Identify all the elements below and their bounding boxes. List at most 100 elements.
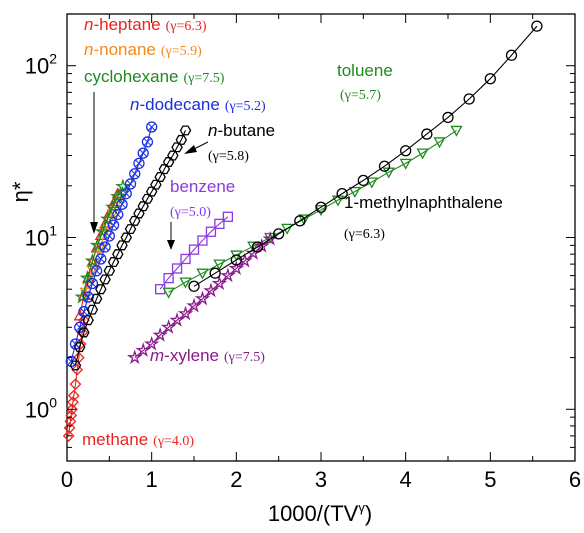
data-point (99, 241, 111, 253)
x-axis-title-sup: γ (358, 500, 365, 515)
label-n-dodecane: n-dodecane (γ=5.2) (130, 95, 266, 114)
x-tick-label: 0 (61, 467, 73, 492)
data-point-cross (80, 307, 88, 316)
data-point-ring (129, 168, 141, 180)
label-benzene: benzene (γ=5.0) (170, 177, 235, 220)
y-tick-exp: 0 (49, 394, 57, 410)
data-point (196, 268, 209, 280)
data-point (162, 287, 175, 299)
label-cyclohexane: cyclohexane (γ=7.5) (84, 67, 225, 86)
data-point (107, 257, 120, 267)
data-point (62, 429, 75, 442)
data-point (314, 205, 328, 217)
label-gamma: (γ=5.9) (161, 44, 202, 59)
data-point (95, 253, 107, 265)
series-toluene (162, 125, 463, 299)
label-gamma: (γ=4.0) (153, 434, 194, 449)
data-point (141, 136, 154, 148)
data-point-ring (146, 121, 158, 133)
data-point (154, 172, 166, 182)
label-gamma: (γ=5.2) (225, 99, 266, 114)
data-point (171, 142, 183, 153)
labels-layer: n-heptane (γ=6.3) n-nonane (γ=5.9) cyclohe… (82, 15, 503, 449)
data-point-ring (112, 208, 124, 221)
data-point (194, 290, 211, 306)
data-point-cross (143, 138, 152, 146)
data-point (86, 304, 99, 315)
data-point (69, 378, 82, 391)
label-main: 1-methylnaphthalene (344, 193, 503, 212)
data-point (336, 187, 348, 200)
data-point-cross (67, 357, 76, 366)
y-tick-label: 100 (25, 394, 57, 422)
svg-text:m-xylene(γ=7.5): m-xylene (γ=7.5) (150, 346, 265, 365)
data-point (315, 201, 327, 213)
data-point (171, 263, 183, 274)
data-point (115, 178, 131, 194)
label-gamma: (γ=6.3) (344, 227, 385, 242)
data-point-ring (103, 230, 115, 242)
data-point (90, 293, 103, 304)
label-m-xylene: m-xylene (γ=7.5) (150, 346, 265, 365)
data-point (188, 244, 200, 255)
data-point (150, 179, 162, 190)
label-gamma: (γ=7.5) (224, 350, 265, 365)
data-point (205, 226, 217, 237)
svg-text:methane(γ=4.0): methane (γ=4.0) (82, 430, 194, 449)
data-point (78, 327, 90, 338)
series-cyclohexane (74, 178, 131, 304)
svg-text:n-butane: n-butane (208, 121, 275, 140)
data-point (247, 241, 260, 253)
data-point (129, 168, 141, 180)
data-point (73, 309, 86, 321)
data-point-cross (118, 200, 126, 209)
data-point (281, 223, 294, 235)
data-point (69, 360, 82, 371)
y-axis-title: η* (8, 181, 33, 202)
data-point (197, 235, 208, 246)
data-point (133, 157, 145, 170)
data-point (230, 254, 242, 266)
data-point-cross (71, 340, 80, 348)
series-line (70, 126, 153, 362)
data-point (180, 253, 191, 265)
series-benzene (154, 211, 234, 295)
data-point (484, 73, 496, 85)
series-layer (62, 20, 543, 442)
arrowhead-benzene-icon (167, 240, 175, 250)
data-point (94, 223, 111, 239)
svg-text:n-dodecane(γ=5.2): n-dodecane (γ=5.2) (130, 95, 266, 114)
data-point (433, 137, 446, 149)
data-point (357, 174, 369, 187)
data-point (378, 160, 391, 172)
data-point-ring (124, 178, 137, 190)
data-point-cross (97, 255, 105, 263)
data-point-cross (92, 266, 101, 275)
label-prefix: m (150, 346, 164, 365)
data-point-ring (120, 187, 132, 200)
x-tick-label: 4 (400, 467, 412, 492)
data-point (163, 272, 174, 284)
data-point (400, 145, 412, 157)
data-point (107, 219, 120, 231)
label-gamma: (γ=5.7) (340, 88, 381, 103)
y-tick-exp: 1 (49, 223, 57, 239)
data-point-ring (116, 198, 128, 210)
label-main: -dodecane (139, 95, 219, 114)
label-gamma: (γ=5.8) (208, 149, 249, 164)
data-point (71, 363, 84, 376)
data-point (158, 164, 171, 175)
data-point-cross (135, 159, 143, 168)
data-point (107, 197, 120, 209)
data-point (175, 134, 188, 145)
data-point (86, 277, 99, 290)
data-point (65, 409, 78, 422)
label-gamma: (γ=7.5) (184, 71, 225, 86)
data-point (143, 335, 160, 351)
series-line (159, 216, 229, 290)
data-point (531, 20, 543, 32)
data-point (399, 158, 412, 170)
y-tick-base: 10 (25, 397, 49, 422)
label-main: cyclohexane (84, 67, 179, 86)
